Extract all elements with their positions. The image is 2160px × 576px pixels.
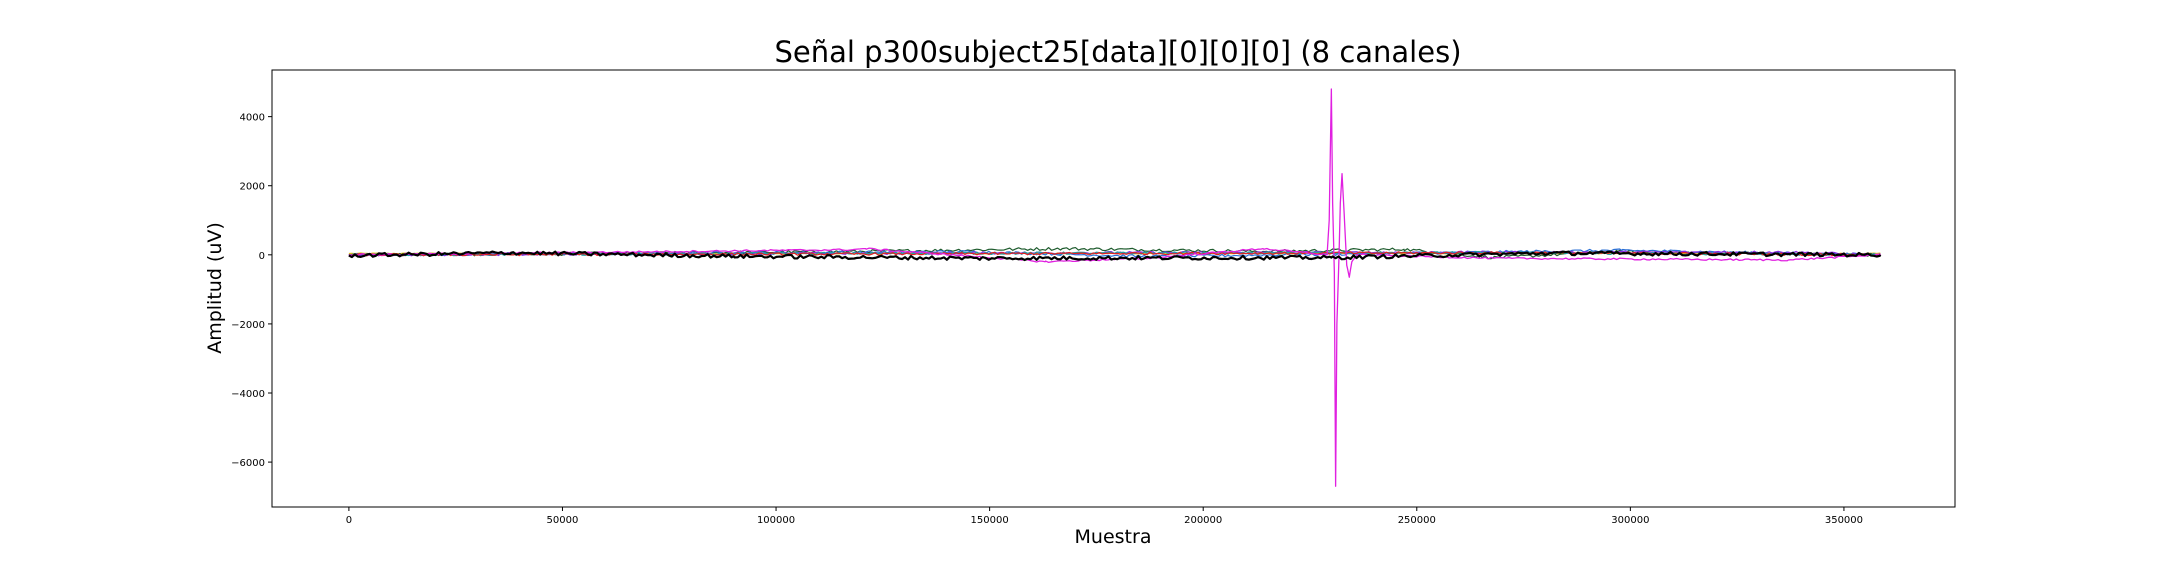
x-axis: 0 50000 100000 150000 200000 250000 300000 3500… [346, 507, 1863, 526]
x-tick-label: 150000 [971, 515, 1009, 526]
series-line-8 [348, 250, 1882, 262]
plot-frame [271, 69, 1956, 508]
y-axis: −6000 −4000 −2000 0 2000 4000 [231, 113, 272, 469]
y-tick-label: 2000 [240, 182, 265, 193]
x-tick-label: 300000 [1611, 515, 1649, 526]
y-tick-label: −2000 [231, 320, 265, 331]
y-tick-label: −4000 [231, 389, 265, 400]
x-tick-label: 50000 [547, 515, 579, 526]
x-tick-label: 0 [346, 515, 352, 526]
chart-title: Señal p300subject25[data][0][0][0] (8 ca… [774, 35, 1461, 69]
x-axis-label: Muestra [1075, 526, 1152, 548]
x-tick-label: 200000 [1184, 515, 1222, 526]
y-tick-label: 4000 [240, 113, 265, 124]
y-tick-label: 0 [259, 251, 265, 262]
series-layer [348, 88, 1882, 487]
x-tick-label: 350000 [1825, 515, 1863, 526]
x-tick-label: 100000 [757, 515, 795, 526]
x-tick-label: 250000 [1398, 515, 1436, 526]
y-tick-label: −6000 [231, 458, 265, 469]
plot-area [271, 69, 1956, 508]
y-axis-label: Amplitud (uV) [204, 222, 226, 354]
